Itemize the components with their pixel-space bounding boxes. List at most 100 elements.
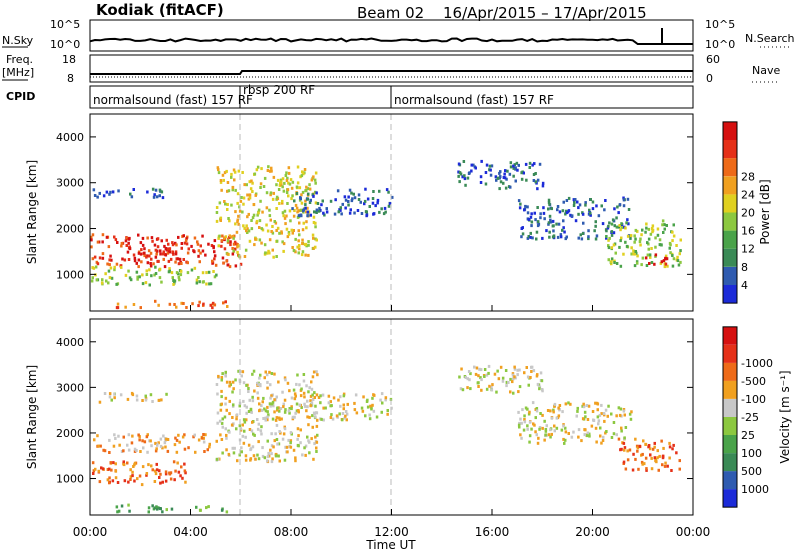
velocity-echo-cell — [91, 461, 95, 465]
velocity-echo-cell — [288, 411, 291, 415]
power-echo-cell — [577, 212, 580, 216]
velocity-echo-cell — [623, 436, 626, 440]
velocity-echo-cell — [643, 462, 646, 466]
velocity-echo-cell — [620, 426, 623, 430]
power-echo-cell — [254, 237, 257, 241]
power-echo-cell — [534, 180, 537, 184]
velocity-echo-cell — [572, 430, 575, 434]
velocity-echo-cell — [640, 460, 644, 464]
velocity-echo-cell — [164, 472, 168, 476]
power-echo-cell — [576, 200, 579, 204]
velocity-echo-cell — [511, 372, 515, 376]
power-echo-cell — [116, 306, 120, 310]
velocity-echo-cell — [290, 405, 293, 409]
power-echo-cell — [261, 210, 264, 214]
velocity-ytick-label: 1000 — [56, 473, 84, 486]
velocity-echo-cell — [304, 444, 308, 448]
velocity-xtick-label: 04:00 — [173, 525, 208, 539]
velocity-echo-cell — [594, 426, 598, 430]
power-echo-cell — [363, 199, 367, 203]
power-echo-cell — [615, 225, 619, 229]
power-echo-cell — [314, 181, 317, 185]
power-echo-cell — [632, 249, 635, 253]
velocity-echo-cell — [644, 456, 648, 460]
velocity-echo-cell — [332, 396, 336, 400]
velocity-echo-cell — [558, 404, 562, 407]
velocity-echo-cell — [228, 399, 231, 403]
power-echo-cell — [93, 255, 97, 259]
velocity-echo-cell — [552, 410, 555, 414]
power-echo-cell — [247, 193, 251, 197]
power-echo-cell — [186, 271, 190, 275]
velocity-echo-cell — [296, 437, 299, 441]
velocity-echo-cell — [530, 365, 533, 369]
power-echo-cell — [251, 190, 254, 193]
velocity-echo-cell — [495, 390, 498, 394]
power-echo-cell — [167, 270, 171, 274]
time-axis-label: Time UT — [365, 538, 416, 552]
power-echo-cell — [634, 237, 637, 241]
velocity-echo-cell — [530, 427, 533, 431]
velocity-xtick-label: 20:00 — [575, 525, 610, 539]
velocity-colorbar-swatch — [723, 326, 737, 345]
power-echo-cell — [235, 230, 239, 234]
velocity-echo-cell — [286, 381, 290, 385]
velocity-echo-cell — [174, 436, 177, 440]
velocity-echo-cell — [576, 406, 579, 410]
power-echo-cell — [161, 196, 165, 200]
velocity-echo-cell — [273, 372, 276, 376]
power-echo-cell — [116, 302, 120, 306]
power-echo-cell — [675, 244, 678, 247]
velocity-echo-cell — [645, 468, 648, 472]
power-echo-cell — [199, 251, 202, 255]
power-echo-cell — [185, 242, 189, 246]
power-echo-cell — [578, 203, 582, 207]
power-echo-cell — [143, 254, 146, 258]
power-echo-cell — [211, 306, 214, 310]
velocity-echo-cell — [512, 391, 515, 395]
power-echo-cell — [668, 241, 672, 245]
power-echo-cell — [198, 300, 201, 304]
velocity-echo-cell — [176, 461, 179, 465]
velocity-echo-cell — [138, 438, 141, 442]
velocity-echo-cell — [342, 392, 346, 396]
velocity-echo-cell — [264, 418, 267, 422]
power-echo-cell — [291, 207, 294, 211]
velocity-echo-cell — [342, 394, 346, 398]
power-echo-cell — [202, 280, 205, 284]
power-echo-cell — [572, 198, 576, 202]
power-echo-cell — [587, 235, 590, 239]
velocity-echo-cell — [531, 401, 535, 405]
power-echo-cell — [213, 257, 216, 261]
velocity-echo-cell — [174, 469, 177, 473]
power-echo-cell — [541, 184, 545, 188]
power-echo-cell — [238, 205, 241, 209]
power-echo-cell — [347, 195, 350, 199]
power-echo-cell — [167, 242, 170, 246]
velocity-echo-cell — [173, 478, 176, 482]
velocity-echo-cell — [225, 380, 229, 384]
velocity-echo-cell — [183, 462, 186, 466]
power-echo-cell — [228, 236, 231, 239]
velocity-echo-cell — [624, 467, 628, 471]
velocity-echo-cell — [310, 380, 313, 384]
power-echo-cell — [651, 228, 655, 232]
velocity-echo-cell — [207, 505, 210, 509]
power-echo-cell — [263, 176, 267, 180]
velocity-colorbar-tick: 100 — [741, 447, 762, 460]
velocity-echo-cell — [175, 438, 179, 442]
velocity-echo-cell — [263, 456, 267, 460]
power-echo-cell — [128, 276, 132, 280]
power-echo-cell — [620, 226, 624, 230]
power-echo-cell — [276, 226, 280, 230]
velocity-echo-cell — [117, 434, 120, 438]
power-echo-cell — [232, 242, 236, 246]
power-echo-cell — [248, 239, 252, 243]
power-echo-cell — [213, 303, 217, 307]
power-echo-cell — [90, 235, 93, 239]
power-colorbar-swatch — [723, 140, 737, 159]
velocity-echo-cell — [250, 429, 254, 433]
velocity-echo-cell — [535, 374, 539, 378]
velocity-echo-cell — [281, 437, 285, 441]
velocity-echo-cell — [247, 387, 250, 390]
